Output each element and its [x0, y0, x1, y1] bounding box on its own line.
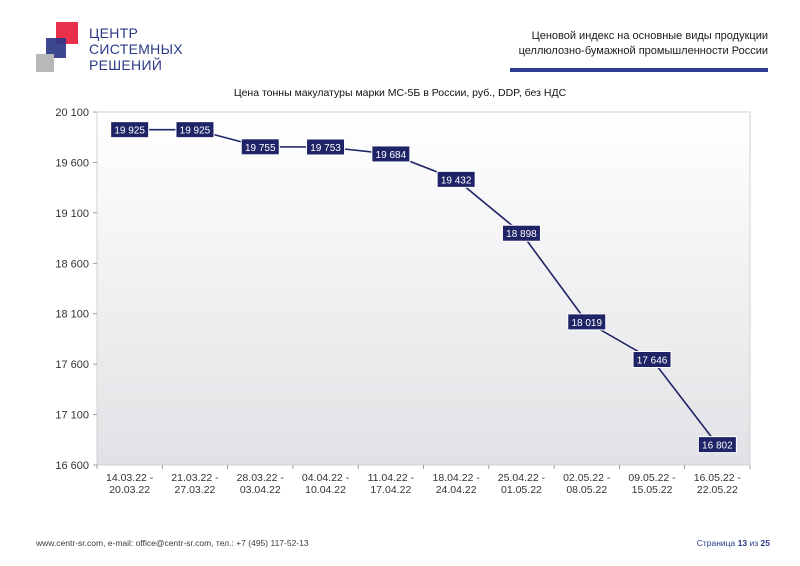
y-tick-label: 19 600 — [55, 157, 89, 169]
y-tick-label: 18 100 — [55, 309, 89, 321]
y-tick-label: 17 100 — [55, 410, 89, 422]
data-label-text: 19 925 — [180, 126, 211, 137]
data-point-label: 17 646 — [632, 351, 672, 369]
data-label-text: 19 432 — [441, 175, 472, 186]
x-tick-label: 02.05.22 -08.05.22 — [563, 472, 611, 496]
data-label-text: 19 684 — [376, 150, 407, 161]
page-total: 25 — [760, 538, 770, 548]
data-point-label: 19 755 — [240, 138, 280, 156]
data-label-text: 19 753 — [310, 143, 341, 154]
data-label-text: 16 802 — [702, 441, 733, 452]
document-title-line-2: целлюлозно-бумажной промышленности Росси… — [518, 45, 768, 57]
data-label-box — [501, 224, 541, 242]
page-number: Страница 13 из 25 — [697, 538, 770, 548]
price-line — [129, 128, 718, 446]
page-current: 13 — [737, 538, 748, 548]
footer-contacts: www.centr-sr.com, e-mail: office@centr-s… — [36, 538, 309, 548]
chart-title: Цена тонны макулатуры марки МС-5Б в Росс… — [233, 87, 567, 99]
x-tick-label: 16.05.22 -22.05.22 — [694, 472, 742, 496]
data-point-label: 18 898 — [501, 224, 541, 242]
x-tick-label: 18.04.22 -24.04.22 — [433, 472, 481, 496]
data-label-box — [697, 436, 737, 454]
logo-line-3: РЕШЕНИЙ — [89, 57, 163, 73]
y-axis: 16 600 17 100 17 600 18 100 18 600 19 100 19 6… — [55, 107, 97, 472]
logo-text: ЦЕНТР СИСТЕМНЫХ РЕШЕНИЙ — [89, 25, 183, 73]
data-label-box — [632, 351, 672, 369]
x-axis: 14.03.22 -20.03.22 21.03.22 -27.03.22 28.0… — [96, 465, 751, 496]
data-label-text: 17 646 — [637, 356, 668, 367]
data-point-label: 19 432 — [436, 170, 476, 188]
x-tick-label: 09.05.22 -15.05.22 — [628, 472, 676, 496]
data-label-box — [175, 121, 215, 139]
data-label-text: 19 755 — [245, 143, 276, 154]
data-point-label: 19 925 — [175, 121, 215, 139]
data-point-label: 18 019 — [567, 313, 607, 331]
logo-line-2: СИСТЕМНЫХ — [89, 41, 183, 57]
data-labels: 19 925 19 925 19 755 19 753 19 684 19 432 18 8… — [110, 121, 737, 454]
data-label-text: 18 019 — [571, 318, 602, 329]
data-point-label: 16 802 — [697, 436, 737, 454]
data-label-box — [371, 145, 411, 163]
data-point-label: 19 753 — [306, 138, 346, 156]
x-tick-label: 04.04.22 -10.04.22 — [302, 472, 350, 496]
y-tick-label: 16 600 — [55, 460, 89, 472]
logo-gray-square — [36, 54, 54, 72]
data-label-box — [306, 138, 346, 156]
plot-area — [96, 111, 751, 466]
series-line — [129, 128, 718, 446]
document-title-line-1: Ценовой индекс на основные виды продукци… — [531, 30, 768, 42]
data-label-text: 18 898 — [506, 229, 537, 240]
page-prefix: Страница — [696, 538, 736, 548]
y-tick-label: 20 100 — [55, 107, 89, 119]
company-logo: ЦЕНТР СИСТЕМНЫХ РЕШЕНИЙ — [36, 22, 196, 78]
x-tick-label: 11.04.22 -17.04.22 — [368, 472, 415, 496]
data-label-box — [436, 170, 476, 188]
logo-line-1: ЦЕНТР — [89, 25, 139, 41]
x-tick-label: 25.04.22 -01.05.22 — [498, 472, 546, 496]
y-tick-label: 19 100 — [55, 208, 89, 220]
y-tick-label: 17 600 — [55, 359, 89, 371]
data-label-box — [567, 313, 607, 331]
data-label-box — [240, 138, 280, 156]
data-label-text: 19 925 — [114, 126, 145, 137]
x-tick-label: 28.03.22 -03.04.22 — [237, 472, 285, 496]
price-line-chart: 16 600 17 100 17 600 18 100 18 600 19 100 19 6… — [55, 107, 751, 496]
header-accent-bar — [510, 68, 768, 72]
x-tick-label: 14.03.22 -20.03.22 — [106, 472, 154, 496]
document-title: Ценовой индекс на основные виды продукци… — [448, 29, 768, 59]
x-tick-label: 21.03.22 -27.03.22 — [171, 472, 219, 496]
data-point-label: 19 925 — [110, 121, 150, 139]
page-sep: из — [749, 538, 759, 548]
data-point-label: 19 684 — [371, 145, 411, 163]
data-label-box — [110, 121, 150, 139]
y-tick-label: 18 600 — [55, 258, 89, 270]
logo-blue-square — [46, 38, 66, 58]
